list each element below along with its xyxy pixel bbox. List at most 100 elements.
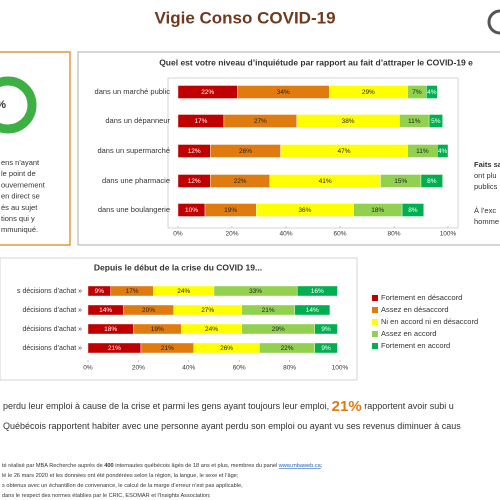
side-text: Faits sa	[474, 160, 500, 169]
x-tick-label: 80%	[387, 231, 400, 238]
panel-text: le point de	[1, 169, 36, 178]
bar-segment	[401, 203, 424, 217]
value-label: 4%	[438, 148, 448, 155]
value-label: 4%	[427, 89, 437, 96]
footnote-part: 400	[104, 463, 113, 469]
footnote: s obtenus avec un échantillon de convena…	[2, 483, 243, 489]
value-label: 15%	[394, 178, 407, 185]
value-label: 22%	[234, 178, 247, 185]
value-label: 20%	[142, 307, 155, 314]
finding-part: Québécois rapportent habiter avec une pe…	[3, 421, 461, 431]
footnote: dans le respect des normes établies par …	[2, 493, 211, 499]
chart-title: Quel est votre niveau d’inquiétude par r…	[159, 57, 473, 67]
footnote-part: s obtenus avec un échantillon de convena…	[2, 483, 243, 489]
value-label: 29%	[362, 89, 375, 96]
legend-swatch	[372, 343, 378, 349]
value-label: 22%	[201, 89, 214, 96]
finding: Québécois rapportent habiter avec une pe…	[3, 421, 461, 431]
value-label: 41%	[319, 178, 332, 185]
bar-segment	[420, 174, 443, 188]
x-tick-label: 80%	[283, 365, 296, 372]
category-label: s décisions d’achat »	[17, 288, 82, 295]
value-label: 22%	[281, 345, 294, 352]
category-label: dans un dépanneur	[105, 116, 170, 125]
value-label: 27%	[254, 118, 267, 125]
legend-swatch	[372, 319, 378, 325]
panel-text: ouvernement	[1, 180, 46, 189]
value-label: 17%	[126, 288, 139, 295]
chart-title: Depuis le début de la crise du COVID 19.…	[94, 262, 262, 272]
value-label: 11%	[408, 118, 421, 125]
value-label: 38%	[342, 118, 355, 125]
footnote-part: www.mbaweb.ca	[278, 463, 322, 469]
panel-text: en direct se	[1, 192, 40, 201]
category-label: décisions d’achat »	[22, 326, 82, 333]
value-label: 24%	[205, 326, 218, 333]
category-label: dans une boulangerie	[98, 205, 170, 214]
category-label: dans une pharmacie	[102, 176, 170, 185]
value-label: 9%	[321, 345, 331, 352]
value-label: 21%	[161, 345, 174, 352]
category-label: décisions d’achat »	[22, 345, 82, 352]
chart-panel	[77, 51, 500, 246]
panel-text: és au sujet	[1, 203, 38, 212]
footnote-part: lé le 26 mars 2020 et les données ont ét…	[2, 473, 239, 479]
value-label: 9%	[321, 326, 331, 333]
footnote-part: té réalisé par MBA Recherche auprès de	[2, 463, 104, 469]
legend-swatch	[372, 307, 378, 313]
value-label: 18%	[371, 207, 384, 214]
legend-label: Fortement en désaccord	[381, 293, 462, 302]
x-tick-label: 0%	[173, 231, 183, 238]
value-label: 36%	[298, 207, 311, 214]
x-tick-label: 20%	[132, 365, 145, 372]
value-label: 18%	[104, 326, 117, 333]
category-label: dans un marché public	[95, 87, 171, 96]
x-tick-label: 20%	[225, 231, 238, 238]
value-label: 8%	[427, 178, 437, 185]
bar-segment	[437, 144, 449, 158]
bar-segment	[296, 285, 338, 297]
value-label: 21%	[262, 307, 275, 314]
bar-segment	[314, 323, 338, 335]
legend-label: Assez en désaccord	[381, 305, 449, 314]
category-label: décisions d’achat »	[22, 307, 82, 314]
value-label: 7%	[412, 89, 422, 96]
x-tick-label: 40%	[279, 231, 292, 238]
footnote-part: internautes québécois âgés de 18 ans et …	[114, 463, 279, 469]
category-label: dans un supermarché	[97, 146, 170, 155]
left-panel	[0, 51, 71, 246]
value-label: 21%	[108, 345, 121, 352]
value-label: 27%	[201, 307, 214, 314]
value-label: 16%	[311, 288, 324, 295]
chart-panel	[0, 257, 358, 381]
legend-label: Ni en accord ni en désaccord	[381, 317, 478, 326]
finding-part: perdu leur emploi à cause de la crise et…	[3, 401, 332, 411]
value-label: 34%	[277, 89, 290, 96]
donut-label: %	[0, 99, 6, 111]
page-title: Vigie Conso COVID-19	[154, 8, 335, 27]
value-label: 10%	[185, 207, 198, 214]
value-label: 14%	[99, 307, 112, 314]
finding: perdu leur emploi à cause de la crise et…	[3, 398, 454, 415]
side-text: À l’exc	[474, 206, 496, 215]
panel-text: ens n'ayant	[1, 158, 40, 167]
bar-segment	[294, 304, 331, 316]
x-tick-label: 100%	[332, 365, 349, 372]
footnote: lé le 26 mars 2020 et les données ont ét…	[2, 473, 239, 479]
bar-segment	[428, 114, 443, 128]
value-label: 47%	[338, 148, 351, 155]
bar-segment	[314, 342, 338, 354]
value-label: 17%	[194, 118, 207, 125]
x-tick-label: 100%	[440, 231, 457, 238]
bar-segment	[426, 85, 438, 99]
side-text: homme	[474, 217, 499, 226]
donut	[0, 76, 37, 134]
footnote-part: ;	[321, 463, 323, 469]
legend-swatch	[372, 331, 378, 337]
panel-text: tions qui y	[1, 214, 35, 223]
x-tick-label: 40%	[182, 365, 195, 372]
logo	[487, 9, 500, 35]
value-label: 8%	[408, 207, 418, 214]
legend-label: Fortement en accord	[381, 341, 450, 350]
